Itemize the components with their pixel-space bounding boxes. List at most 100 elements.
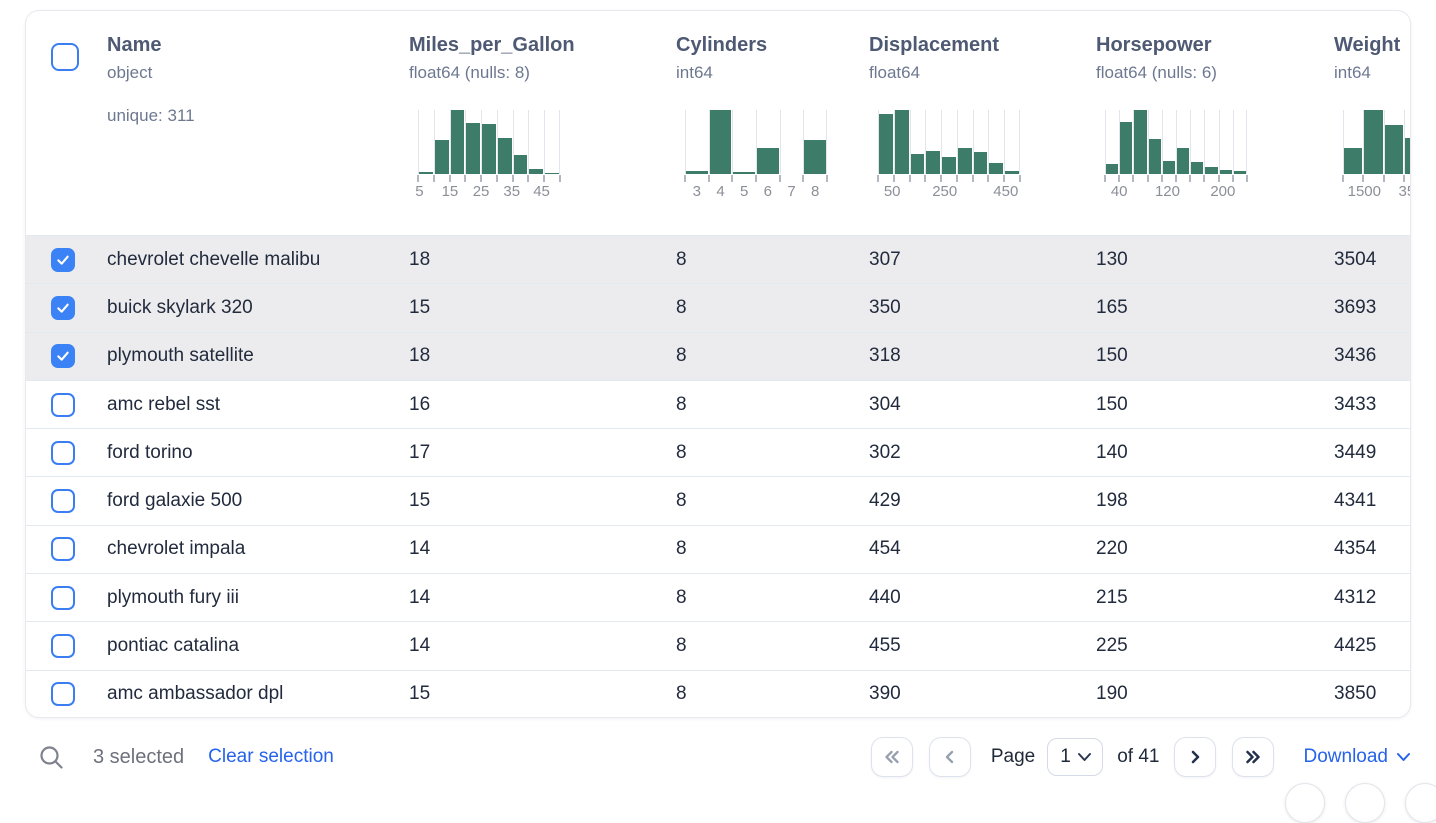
histogram-bar <box>757 147 779 174</box>
search-icon[interactable] <box>38 744 65 771</box>
cell-value: 14 <box>409 538 431 560</box>
row-checkbox[interactable] <box>51 440 75 465</box>
row-checkbox-cell <box>26 440 107 465</box>
clear-selection-link[interactable]: Clear selection <box>208 746 334 767</box>
histogram-tick-label: 3 <box>692 183 701 200</box>
histogram-bar <box>989 163 1004 174</box>
histogram-tick-label: 8 <box>811 183 820 200</box>
column-dtype: int64 <box>1334 63 1371 82</box>
column-unique-note: unique: 311 <box>107 106 195 125</box>
table-row: chevrolet chevelle malibu 18 8 307 130 3504 <box>26 235 1410 284</box>
row-checkbox[interactable] <box>51 489 75 514</box>
floating-action-button[interactable] <box>1345 783 1385 823</box>
histogram-tick-label: 50 <box>883 183 901 200</box>
column-header-miles-per-gallon: Miles_per_Gallon float64 (nulls: 8) 5 15 2… <box>409 11 676 235</box>
cell-value: 150 <box>1096 345 1128 367</box>
histogram-bar <box>1404 138 1410 174</box>
last-page-button[interactable] <box>1231 737 1274 777</box>
chevron-down-icon <box>1397 753 1410 761</box>
cell-value: 3436 <box>1334 345 1377 367</box>
row-checkbox[interactable] <box>51 682 75 707</box>
chevron-left-icon <box>945 750 954 764</box>
cell-value: 350 <box>869 296 901 318</box>
histogram-bar <box>1344 148 1363 174</box>
histogram-bar <box>529 168 544 174</box>
next-page-button[interactable] <box>1173 737 1216 777</box>
column-header-weight: Weight int64 1500 35 <box>1334 11 1410 235</box>
download-button[interactable]: Download <box>1304 746 1412 768</box>
cell-value: 3504 <box>1334 248 1377 270</box>
row-checkbox[interactable] <box>51 634 75 659</box>
cell-value: 220 <box>1096 538 1128 560</box>
histogram-bar <box>1233 170 1246 174</box>
first-page-button[interactable] <box>870 737 913 777</box>
row-checkbox[interactable] <box>51 295 75 320</box>
cell-value: 4425 <box>1334 635 1377 657</box>
histogram-bar <box>709 110 732 174</box>
cell-name: chevrolet impala <box>107 538 246 560</box>
histogram-bar <box>1205 166 1218 174</box>
row-checkbox[interactable] <box>51 344 75 369</box>
chevron-down-icon <box>1078 753 1092 761</box>
column-title: Horsepower <box>1096 34 1212 56</box>
histogram-bar <box>1219 169 1232 174</box>
row-checkbox[interactable] <box>51 537 75 562</box>
column-title: Cylinders <box>676 34 768 56</box>
histogram-bar <box>957 148 972 174</box>
histogram-bar <box>497 137 512 174</box>
row-checkbox[interactable] <box>51 247 75 272</box>
histogram-bar <box>434 140 449 174</box>
table-row: pontiac catalina 14 8 455 225 4425 <box>26 621 1410 669</box>
column-title: Weight <box>1334 34 1401 56</box>
cell-value: 4341 <box>1334 490 1377 512</box>
cell-value: 17 <box>409 441 431 463</box>
page-label: Page <box>990 746 1036 767</box>
row-checkbox-cell <box>26 295 107 320</box>
row-checkbox[interactable] <box>51 392 75 417</box>
floating-action-button[interactable] <box>1285 783 1325 823</box>
histogram-bar <box>926 150 941 174</box>
double-chevron-left-icon <box>885 750 899 764</box>
histogram-bar <box>973 152 988 174</box>
page-total-label: of 41 <box>1117 746 1160 767</box>
row-checkbox-cell <box>26 585 107 610</box>
table-row: plymouth satellite 18 8 318 150 3436 <box>26 331 1410 380</box>
histogram-tick-label: 45 <box>533 183 550 200</box>
selection-count: 3 selected <box>93 745 185 768</box>
table-row: ford galaxie 500 15 8 429 198 4341 <box>26 476 1410 524</box>
cell-value: 140 <box>1096 441 1128 463</box>
table-row: buick skylark 320 15 8 350 165 3693 <box>26 283 1410 332</box>
cell-name: ford torino <box>107 441 193 463</box>
cell-value: 454 <box>869 538 901 560</box>
table-header: Name object unique: 311 Miles_per_Gallon… <box>26 11 1410 235</box>
column-title: Displacement <box>869 34 1000 56</box>
column-dtype: object <box>107 63 153 82</box>
cell-value: 130 <box>1096 248 1128 270</box>
histogram-bar <box>1134 110 1147 174</box>
table-footer: 3 selected Clear selection Page 1 of 41 … <box>25 722 1411 792</box>
cell-value: 8 <box>676 538 687 560</box>
histogram-tick-label: 35 <box>1398 183 1410 200</box>
cell-value: 318 <box>869 345 901 367</box>
floating-action-button[interactable] <box>1405 783 1436 823</box>
row-checkbox[interactable] <box>51 585 75 610</box>
histogram-bar <box>1384 124 1403 174</box>
row-checkbox-cell <box>26 344 107 369</box>
histogram-bar <box>450 110 465 174</box>
column-dtype: float64 (nulls: 8) <box>409 63 530 82</box>
column-dtype: int64 <box>676 63 713 82</box>
select-all-checkbox[interactable] <box>51 43 79 71</box>
histogram-tick-label: 1500 <box>1347 183 1381 200</box>
histogram-tick-label: 5 <box>740 183 749 200</box>
double-chevron-right-icon <box>1245 750 1260 764</box>
histogram-bar <box>804 140 826 174</box>
cell-value: 3433 <box>1334 393 1377 415</box>
histogram-bar <box>1364 110 1383 174</box>
histogram-bar <box>1005 171 1019 174</box>
column-title: Name <box>107 34 162 56</box>
page-number-select[interactable]: 1 <box>1047 738 1104 776</box>
previous-page-button[interactable] <box>928 737 971 777</box>
header-checkbox-cell <box>26 11 107 235</box>
cell-value: 8 <box>676 635 687 657</box>
